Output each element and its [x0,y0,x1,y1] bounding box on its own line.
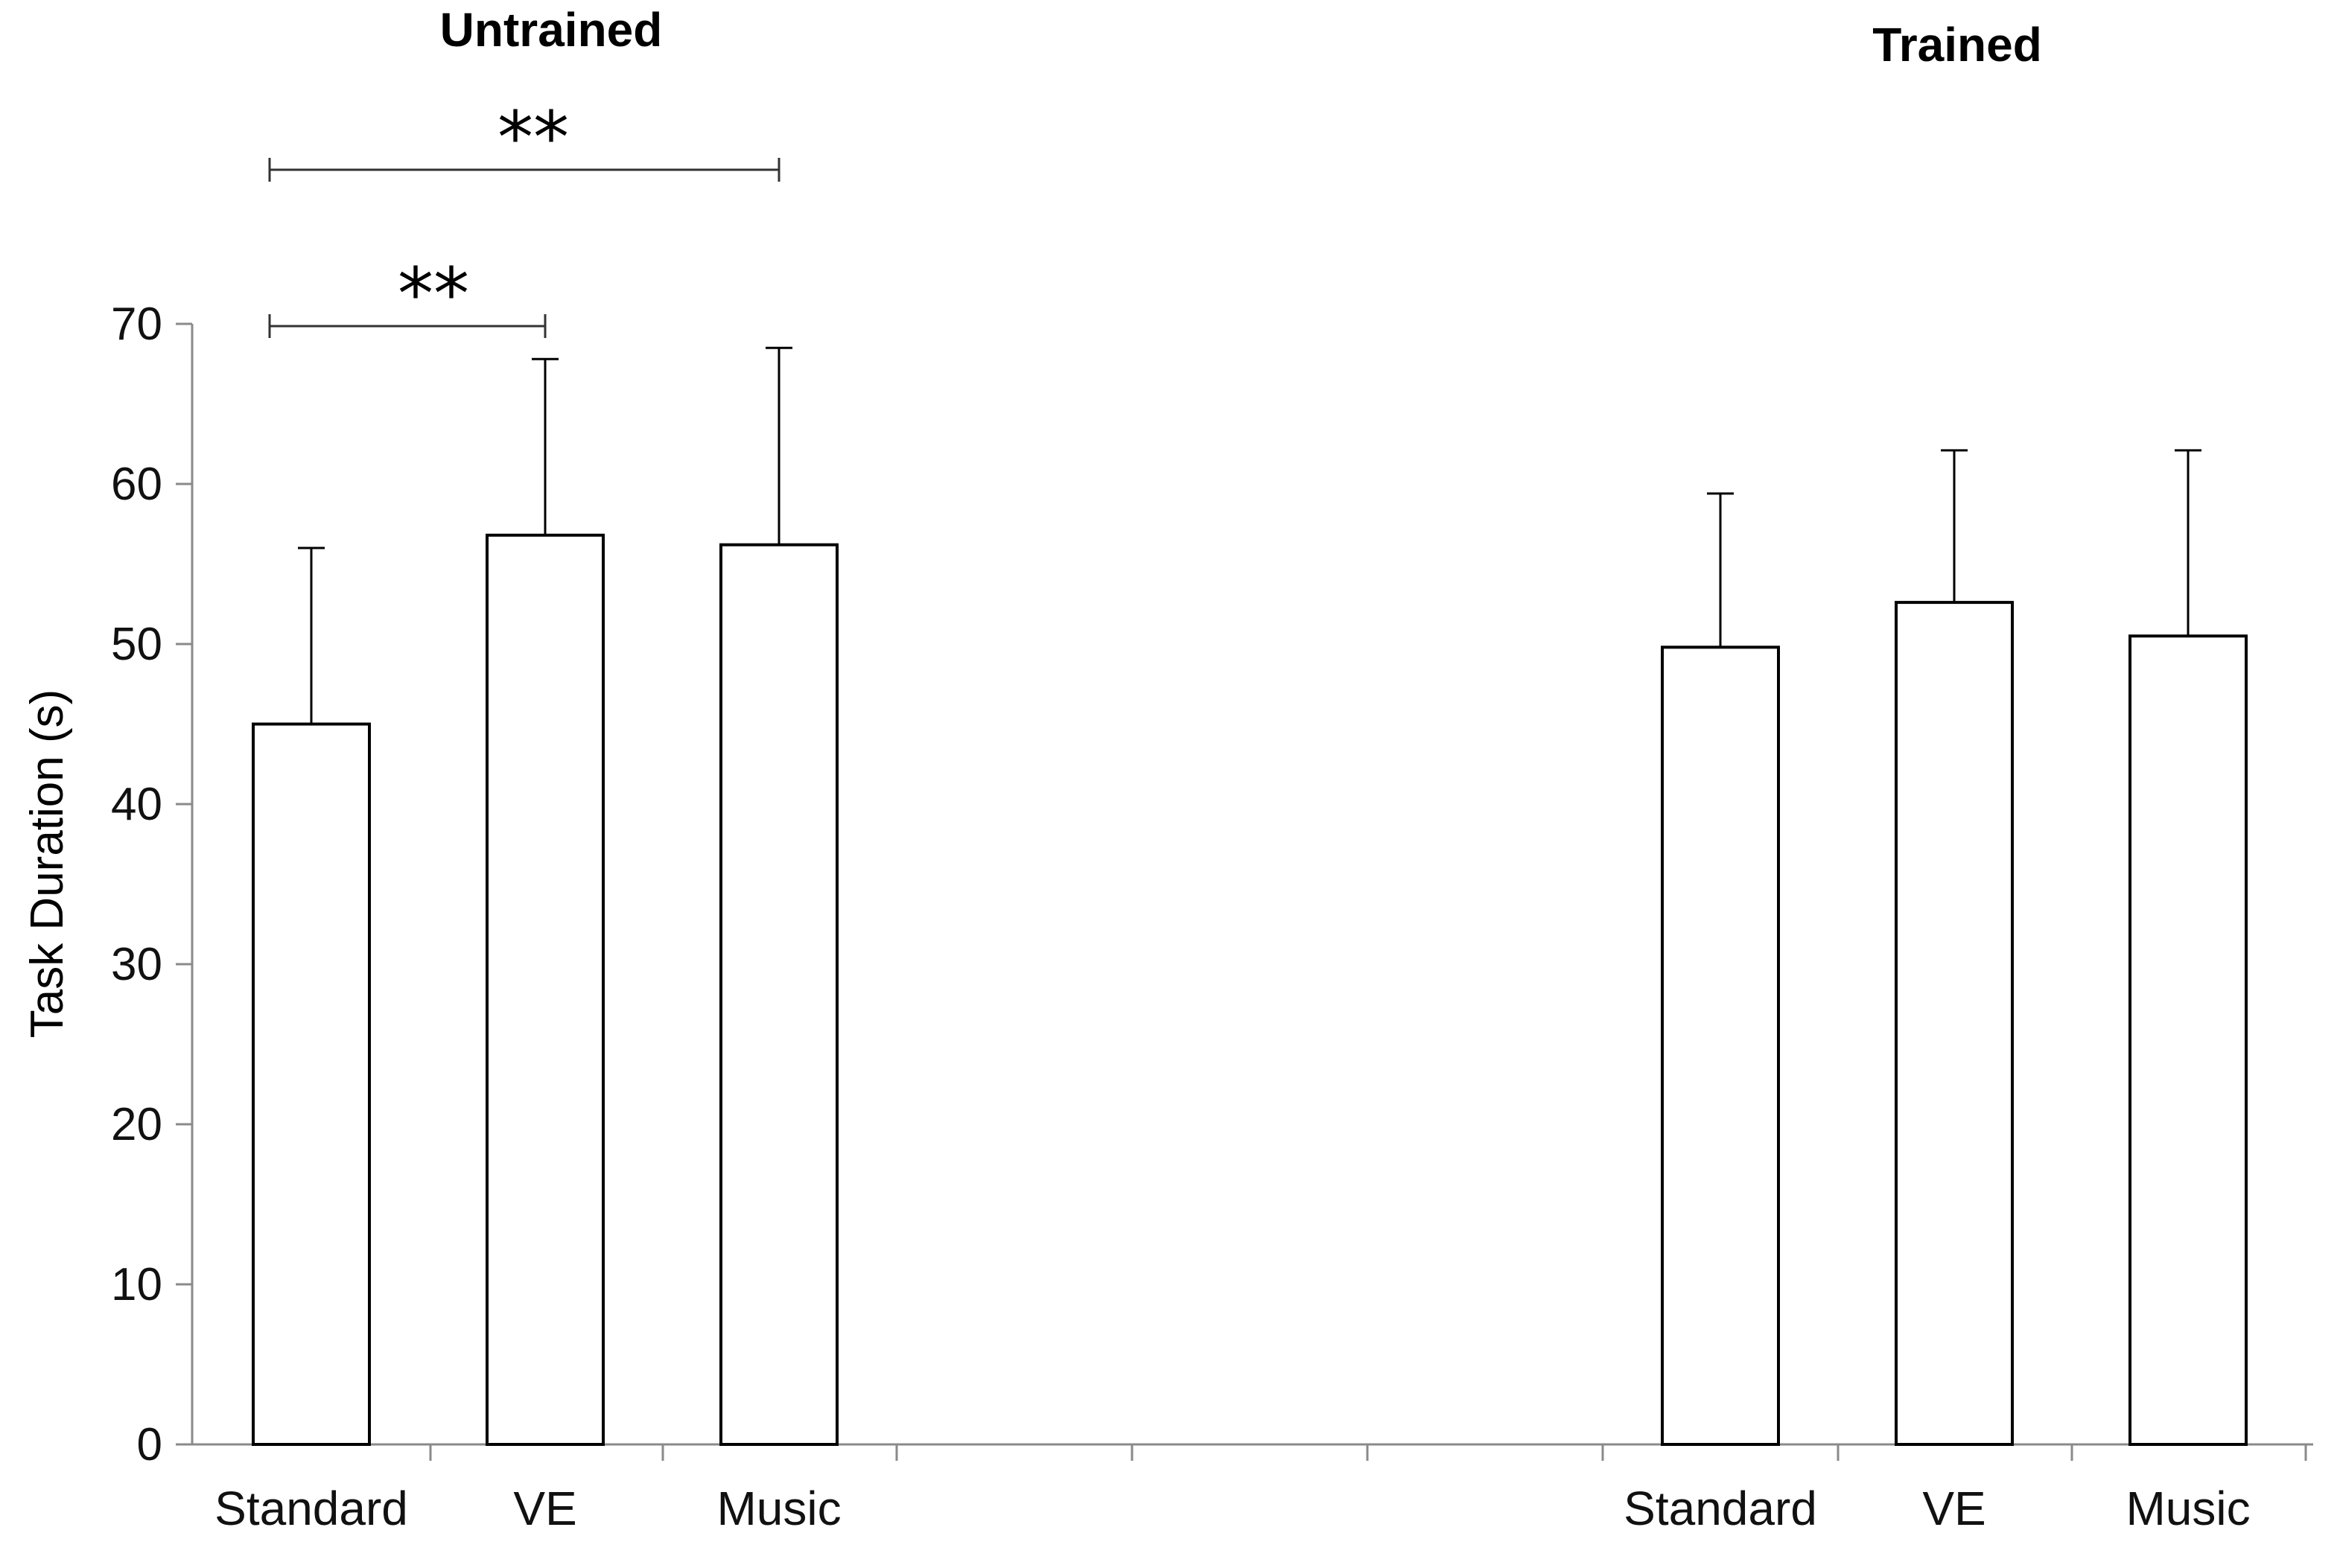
bars [252,533,2248,1447]
bar [719,543,839,1447]
y-axis-title: Task Duration (s) [22,689,73,1039]
significance-label: ** [497,96,569,179]
y-tick-label: 30 [111,939,162,990]
x-category-label: Standard [214,1482,408,1535]
significance-label: ** [398,252,469,336]
y-tick-label: 50 [111,619,162,670]
group-title-trained: Trained [1872,18,2042,71]
x-category-label: Music [2126,1482,2250,1535]
y-tick-label: 40 [111,779,162,830]
significance-annotations: ** ** [268,96,780,338]
bar [2128,634,2248,1446]
group-title-untrained: Untrained [440,3,663,57]
y-tick-label: 70 [111,299,162,350]
y-tick-label: 60 [111,459,162,510]
x-category-label: Standard [1624,1482,1817,1535]
y-tick-label: 0 [137,1419,162,1470]
bar [252,722,371,1446]
labels: 0 10 20 30 40 50 60 70 Task Duration (s) Untraine… [22,3,2251,1535]
bar [486,533,605,1446]
y-tick-label: 20 [111,1099,162,1150]
error-bars [298,346,2201,724]
bar [1895,601,2014,1446]
x-category-label: VE [513,1482,576,1535]
x-category-label: VE [1922,1482,1985,1535]
y-tick-label: 10 [111,1259,162,1310]
bar [1661,646,1780,1446]
x-category-label: Music [716,1482,841,1535]
